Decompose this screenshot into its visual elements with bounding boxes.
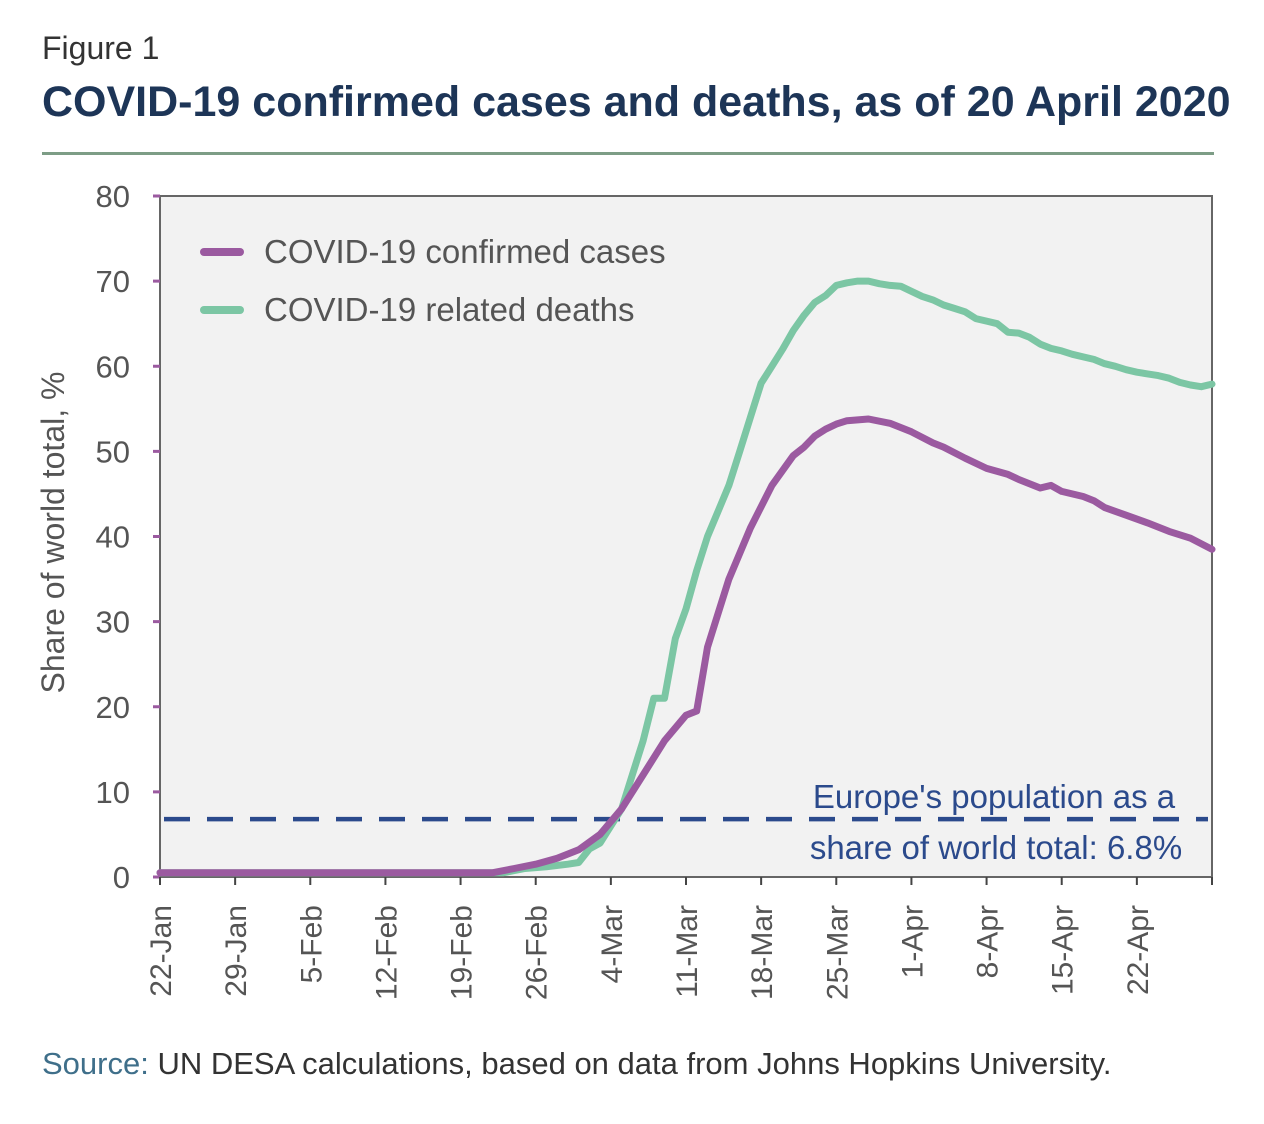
series-line-cases <box>156 415 1216 877</box>
x-tick-label: 26-Feb <box>521 905 554 1000</box>
x-tick-label: 11-Mar <box>671 905 704 998</box>
x-tick-label: 12-Feb <box>370 905 403 1000</box>
x-tick-label: 22-Jan <box>145 905 178 997</box>
y-tick-label: 80 <box>96 179 130 214</box>
chart-title: COVID-19 confirmed cases and deaths, as … <box>42 78 1231 126</box>
y-tick-label: 0 <box>113 860 130 895</box>
x-tick-label: 5-Feb <box>295 905 328 983</box>
source-text: UN DESA calculations, based on data from… <box>148 1046 1112 1081</box>
plot-area <box>159 195 1213 878</box>
x-tick-label: 29-Jan <box>220 905 253 997</box>
y-tick-label: 30 <box>96 605 130 640</box>
x-tick-label: 19-Feb <box>446 905 479 1000</box>
y-tick-label: 10 <box>96 775 130 810</box>
y-tick-label: 60 <box>96 349 130 384</box>
title-divider <box>42 152 1214 155</box>
reference-label-line1: Europe's population as a <box>813 778 1176 815</box>
series-line-deaths <box>156 277 1216 877</box>
legend-item-deaths-label: COVID-19 related deaths <box>264 291 635 328</box>
x-tick-label: 18-Mar <box>746 905 779 1000</box>
x-tick-label: 25-Mar <box>821 905 854 1000</box>
x-tick-label: 8-Apr <box>972 905 1005 978</box>
y-tick-label: 50 <box>96 434 130 469</box>
x-tick-label: 4-Mar <box>596 905 629 983</box>
y-tick-label: 40 <box>96 520 130 555</box>
y-axis-label: Share of world total, % <box>35 372 71 694</box>
x-tick-label: 15-Apr <box>1047 905 1080 995</box>
x-tick-label: 22-Apr <box>1122 905 1155 995</box>
figure-label: Figure 1 <box>42 30 160 66</box>
reference-label-line2: share of world total: 6.8% <box>810 829 1182 866</box>
legend-item-cases-label: COVID-19 confirmed cases <box>264 233 666 270</box>
line-chart: Europe's population as a share of world t… <box>35 179 1216 1000</box>
y-tick-label: 20 <box>96 690 130 725</box>
x-tick-label: 1-Apr <box>896 905 929 978</box>
y-tick-label: 70 <box>96 264 130 299</box>
source-label: Source: <box>42 1046 149 1081</box>
source-note: Source: UN DESA calculations, based on d… <box>42 1046 1111 1082</box>
